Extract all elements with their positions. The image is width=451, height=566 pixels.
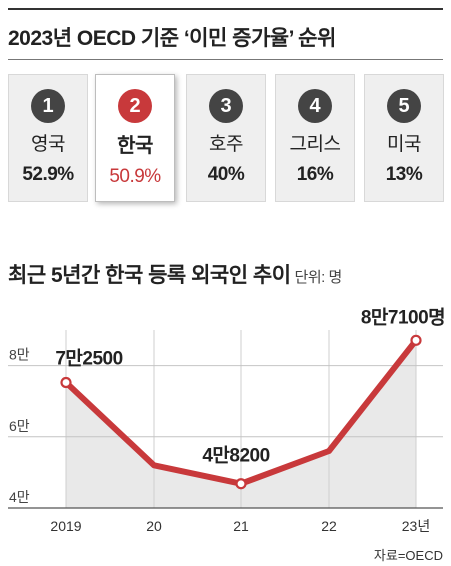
data-label: 8만7100명 bbox=[361, 306, 445, 328]
data-point-3 bbox=[410, 334, 422, 346]
rank-badge: 3 bbox=[209, 89, 243, 123]
country-name: 영국 bbox=[31, 134, 65, 155]
rate-value: 50.9% bbox=[109, 166, 161, 187]
rate-value: 52.9% bbox=[22, 164, 74, 185]
country-name: 호주 bbox=[209, 134, 243, 155]
rank-card-1: 1 영국 52.9% bbox=[8, 74, 88, 202]
rate-value: 13% bbox=[385, 164, 423, 185]
chart-title-text: 최근 5년간 한국 등록 외국인 추이 bbox=[8, 264, 291, 287]
title-rule bbox=[8, 59, 443, 60]
chart-unit: 단위: 명 bbox=[294, 269, 343, 286]
ranking-cards: 1 영국 52.9% 2 한국 50.9% 3 호주 40% 4 그리스 16%… bbox=[8, 74, 444, 202]
x-tick-label: 2019 bbox=[50, 518, 81, 534]
chart-title: 최근 5년간 한국 등록 외국인 추이 단위: 명 bbox=[8, 259, 342, 289]
x-tick-label: 21 bbox=[233, 518, 249, 534]
x-tick-label: 22 bbox=[321, 518, 337, 534]
y-tick-label: 6만 bbox=[9, 418, 30, 434]
source-note: 자료=OECD bbox=[373, 548, 443, 563]
country-name: 그리스 bbox=[289, 134, 341, 155]
rate-value: 16% bbox=[296, 164, 334, 185]
rank-card-5: 5 미국 13% bbox=[364, 74, 444, 202]
x-tick-label: 23년 bbox=[402, 518, 430, 534]
top-rule bbox=[8, 8, 443, 10]
data-label: 4만8200 bbox=[202, 445, 269, 467]
rank-card-2: 2 한국 50.9% bbox=[95, 74, 175, 202]
rank-card-3: 3 호주 40% bbox=[186, 74, 266, 202]
y-tick-label: 4만 bbox=[9, 489, 30, 505]
rank-badge: 1 bbox=[31, 89, 65, 123]
rank-badge: 2 bbox=[118, 89, 152, 123]
data-label: 7만2500 bbox=[55, 348, 122, 370]
country-name: 미국 bbox=[387, 134, 421, 155]
data-point-2 bbox=[235, 478, 247, 490]
country-name: 한국 bbox=[117, 135, 153, 157]
y-tick-label: 8만 bbox=[9, 347, 30, 363]
ranking-title: 2023년 OECD 기준 ‘이민 증가율’ 순위 bbox=[8, 27, 336, 50]
rank-badge: 4 bbox=[298, 89, 332, 123]
rank-card-4: 4 그리스 16% bbox=[275, 74, 355, 202]
data-point-1 bbox=[60, 376, 72, 389]
rate-value: 40% bbox=[207, 164, 245, 185]
rank-badge: 5 bbox=[387, 89, 421, 123]
x-tick-label: 20 bbox=[146, 518, 162, 534]
